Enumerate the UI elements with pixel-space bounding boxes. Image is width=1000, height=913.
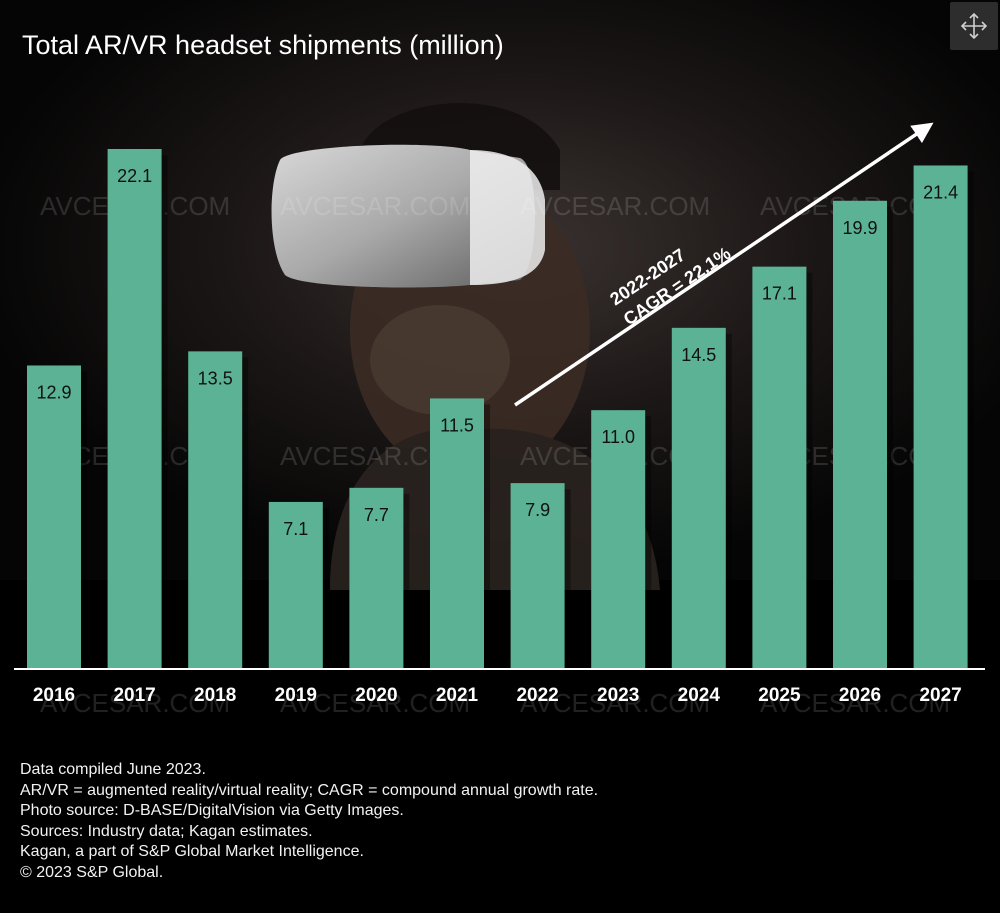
- value-label-2016: 12.9: [36, 382, 71, 402]
- footnote-data-compiled: Data compiled June 2023.: [20, 761, 206, 778]
- expand-arrows-icon: [960, 12, 988, 40]
- expand-button[interactable]: [950, 2, 998, 50]
- value-label-2022: 7.9: [525, 500, 550, 520]
- growth-arrow: [514, 122, 934, 407]
- bar-2023: [591, 410, 646, 669]
- watermark-text: AVCESAR.COM: [520, 688, 710, 718]
- footnote-sources: Sources: Industry data; Kagan estimates.: [20, 822, 313, 840]
- value-label-2018: 13.5: [198, 368, 233, 388]
- watermark-text: AVCESAR.COM: [280, 191, 470, 221]
- value-label-2019: 7.1: [283, 519, 308, 539]
- bar-2026: [833, 200, 887, 669]
- x-tick-label-2024: 2024: [678, 685, 721, 706]
- footnotes: Data compiled June 2023. AR/VR = augment…: [20, 760, 940, 883]
- value-labels-group: 12.9 22.1 13.5 7.1 7.7 11.5 7.9 11.0 14.5 17.1 19.…: [36, 166, 958, 539]
- footnote-copyright: © 2023 S&P Global.: [20, 863, 164, 881]
- bars-group: [27, 149, 974, 669]
- value-label-2024: 14.5: [681, 345, 716, 365]
- watermark-text: AVCESAR.COM: [40, 688, 230, 718]
- bar-2017: [107, 149, 162, 669]
- x-tick-label-2022: 2022: [516, 685, 558, 706]
- x-tick-label-2021: 2021: [436, 685, 479, 706]
- x-tick-label-2027: 2027: [919, 685, 961, 706]
- x-tick-label-2025: 2025: [758, 685, 801, 706]
- watermark-text: AVCESAR.COM: [520, 191, 710, 221]
- bar-2022: [510, 483, 565, 669]
- bar-2020: [349, 487, 404, 669]
- value-label-2023: 11.0: [601, 427, 635, 447]
- bar-2016: [27, 365, 81, 669]
- bar-2024: [671, 327, 726, 669]
- watermark-text: AVCESAR.COM: [760, 688, 950, 718]
- value-label-2026: 19.9: [842, 218, 877, 238]
- value-label-2027: 21.4: [923, 182, 958, 202]
- vr-headset-photo: [271, 144, 545, 288]
- bar-2027: [913, 165, 968, 669]
- value-label-2025: 17.1: [762, 284, 797, 304]
- x-axis-ticks-group: 2016 2017 2018 2019 2020 2021 2022 2023 2024 2025…: [33, 685, 962, 706]
- footnote-publisher: Kagan, a part of S&P Global Market Intel…: [20, 843, 364, 860]
- x-tick-label-2023: 2023: [597, 685, 639, 706]
- footnote-photo-source: Photo source: D-BASE/DigitalVision via G…: [20, 802, 404, 819]
- value-label-2020: 7.7: [364, 505, 389, 525]
- bar-2021: [430, 398, 484, 669]
- chart-title: Total AR/VR headset shipments (million): [22, 30, 504, 60]
- x-tick-label-2026: 2026: [839, 685, 881, 706]
- bar-2019: [268, 501, 323, 669]
- value-label-2021: 11.5: [440, 415, 474, 435]
- bar-2018: [188, 351, 243, 669]
- x-tick-label-2018: 2018: [194, 685, 236, 706]
- x-tick-label-2020: 2020: [355, 685, 397, 706]
- value-label-2017: 22.1: [117, 166, 152, 186]
- watermark-text: AVCESAR.COM: [280, 688, 470, 718]
- x-tick-label-2016: 2016: [33, 685, 75, 706]
- bar-2025: [752, 266, 807, 669]
- footnote-abbreviations: AR/VR = augmented reality/virtual realit…: [20, 781, 599, 799]
- x-tick-label-2017: 2017: [113, 685, 155, 706]
- x-tick-label-2019: 2019: [275, 685, 317, 706]
